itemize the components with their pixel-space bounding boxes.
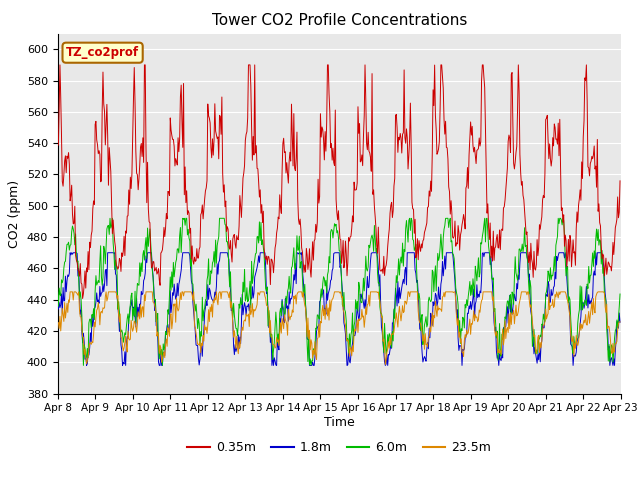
Y-axis label: CO2 (ppm): CO2 (ppm) [8,180,21,248]
Title: Tower CO2 Profile Concentrations: Tower CO2 Profile Concentrations [211,13,467,28]
X-axis label: Time: Time [324,416,355,429]
Legend: 0.35m, 1.8m, 6.0m, 23.5m: 0.35m, 1.8m, 6.0m, 23.5m [182,436,496,459]
Text: TZ_co2prof: TZ_co2prof [66,46,139,59]
